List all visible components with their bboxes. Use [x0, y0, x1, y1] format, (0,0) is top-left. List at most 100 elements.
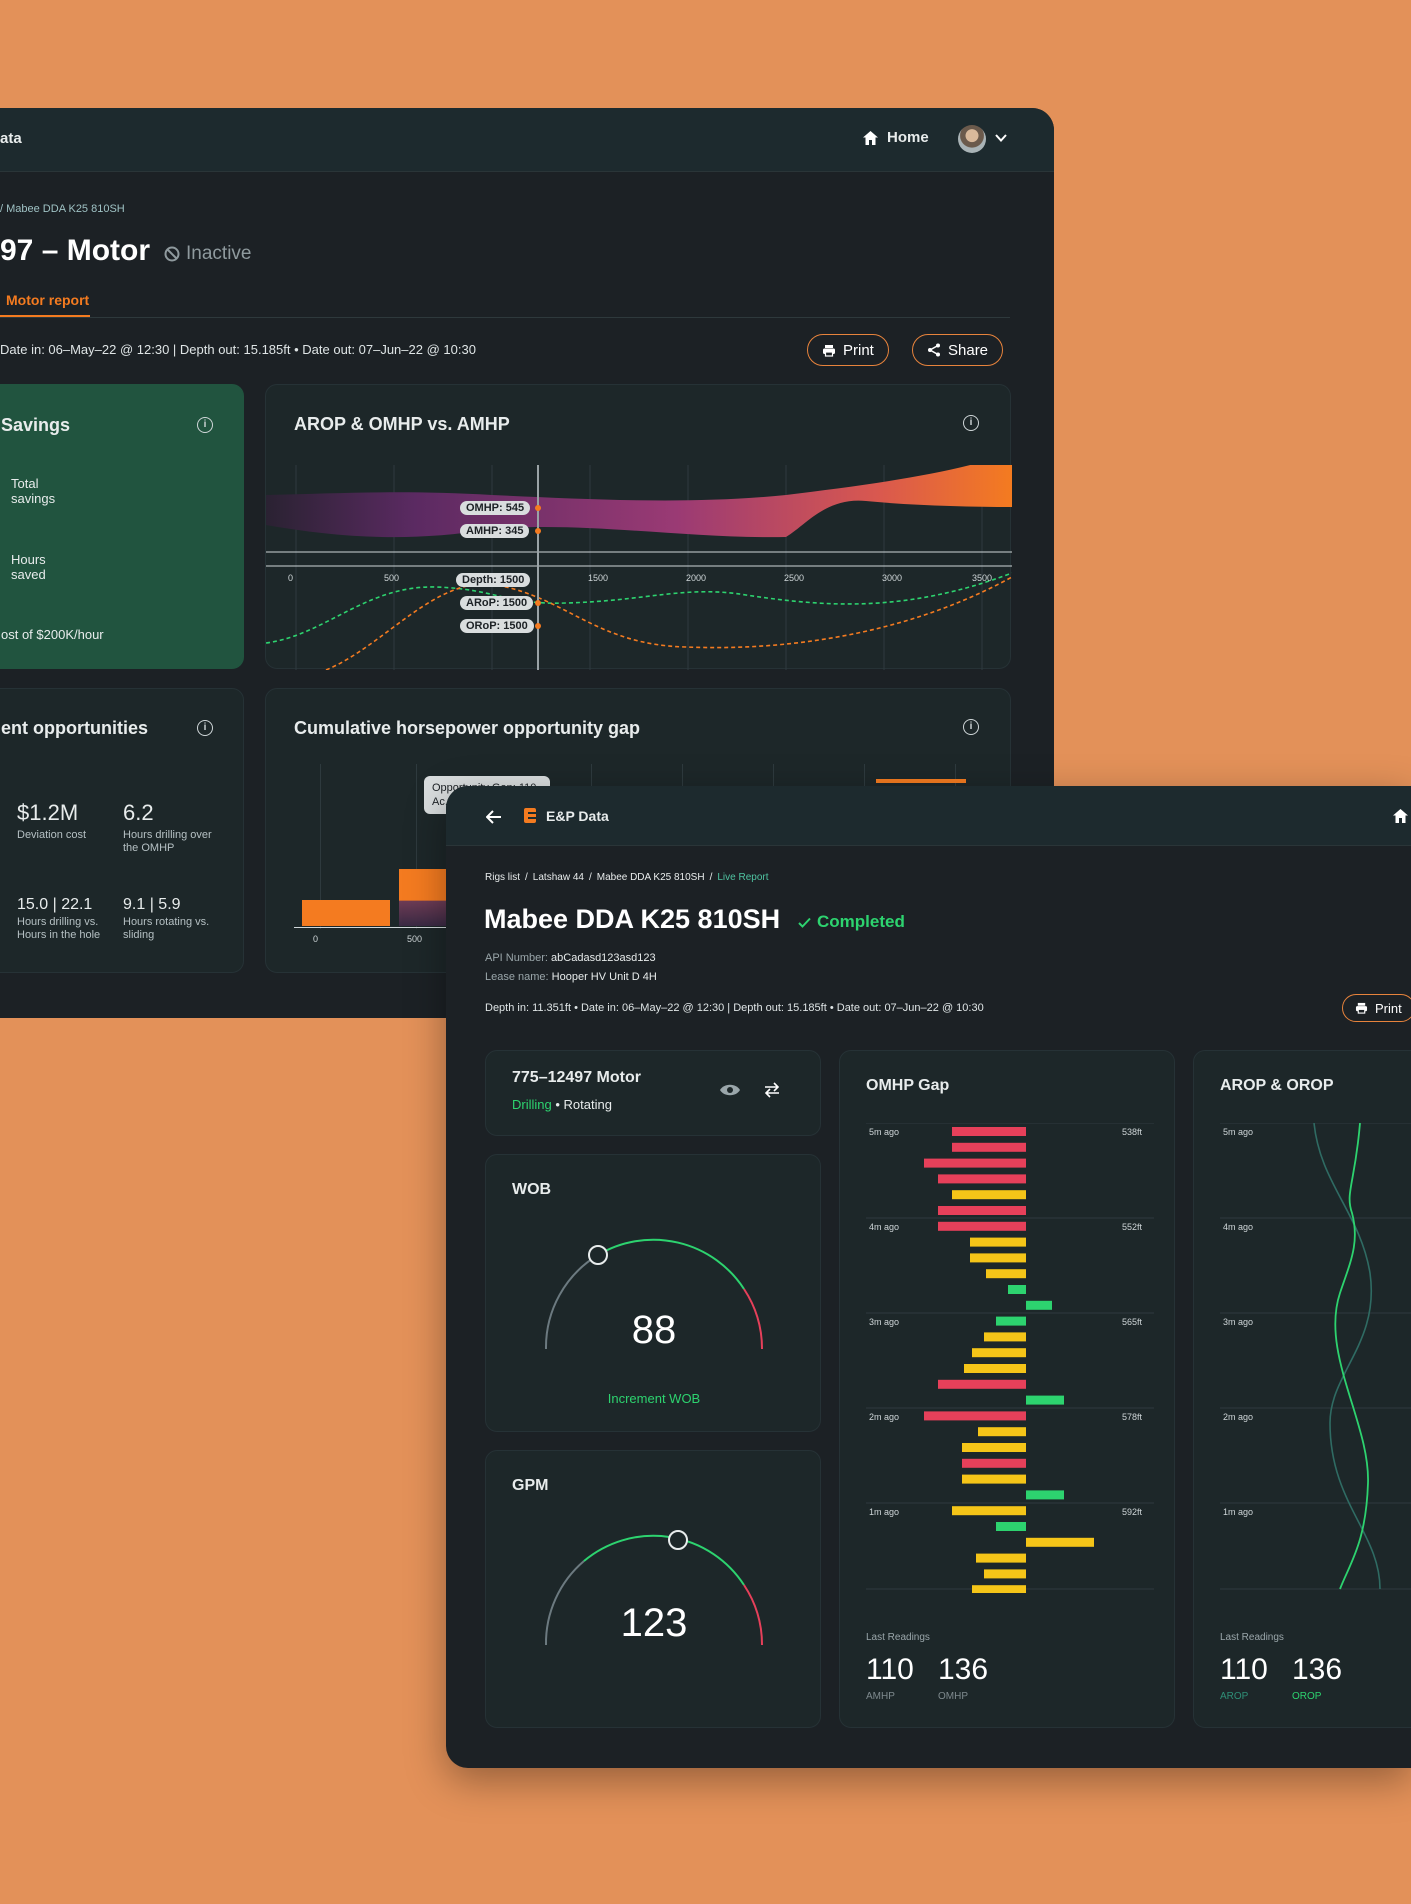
amhp-tag: AMHP: 345 — [460, 524, 530, 538]
tab-motor-report[interactable]: Motor report — [6, 292, 90, 308]
savings-title: Savings — [1, 415, 71, 435]
breadcrumb-item[interactable]: Mabee DDA K25 810SH — [596, 872, 705, 883]
arop-orop-title: AROP & OROP — [1220, 1077, 1334, 1094]
omhp-gap-bar[interactable] — [938, 1174, 1026, 1184]
omhp-gap-bar[interactable] — [1026, 1537, 1094, 1547]
reading-label: OMHP — [938, 1691, 968, 1702]
report-meta: Date in: 06–May–22 @ 12:30 | Depth out: … — [0, 342, 476, 357]
info-icon[interactable]: i — [963, 719, 979, 735]
info-icon[interactable]: i — [197, 720, 213, 736]
wob-card: WOB 88 Increment WOB — [485, 1154, 821, 1432]
wob-gauge-knob[interactable] — [588, 1245, 608, 1265]
print-button[interactable]: Print — [1342, 994, 1411, 1022]
last-readings-label: Last Readings — [1220, 1632, 1284, 1643]
arop-omhp-chart-card: AROP & OMHP vs. AMHP i — [265, 384, 1012, 670]
depth-label: 565ft — [1122, 1317, 1143, 1327]
eye-icon[interactable] — [719, 1083, 741, 1097]
breadcrumb: / Mabee DDA K25 810SH — [0, 203, 125, 215]
status-label: Completed — [817, 912, 905, 931]
share-button[interactable]: Share — [912, 334, 1004, 366]
info-icon[interactable]: i — [197, 417, 213, 433]
reading-value: 136 — [1292, 1653, 1343, 1686]
home-link[interactable]: Home — [862, 129, 929, 146]
back-arrow-icon[interactable] — [486, 810, 502, 824]
motor-card: 775–12497 Motor Drilling • Rotating — [485, 1050, 821, 1136]
reading-value: 110 — [866, 1653, 914, 1686]
cumulative-bar[interactable] — [876, 779, 966, 783]
cumulative-bar[interactable] — [302, 900, 390, 926]
swap-icon[interactable] — [763, 1081, 781, 1099]
time-label: 2m ago — [1223, 1412, 1254, 1422]
omhp-gap-bar[interactable] — [962, 1458, 1026, 1468]
api-number: API Number: abCadasd123asd123 — [485, 952, 656, 964]
omhp-gap-bar[interactable] — [924, 1411, 1026, 1421]
omhp-gap-bar[interactable] — [984, 1569, 1026, 1579]
omhp-gap-bar[interactable] — [938, 1206, 1026, 1215]
front-window: E&P Data Rigs list / Latshaw 44/ Mabee DD… — [446, 786, 1411, 1768]
cumulative-title: Cumulative horsepower opportunity gap — [294, 718, 641, 738]
motor-state: Drilling • Rotating — [512, 1097, 612, 1112]
x-tick: 1500 — [588, 573, 609, 583]
omhp-gap-bar[interactable] — [952, 1127, 1026, 1136]
omhp-gap-title: OMHP Gap — [866, 1077, 950, 1094]
omhp-gap-bar[interactable] — [984, 1332, 1026, 1342]
breadcrumb-item[interactable]: Rigs list — [485, 872, 521, 883]
page-title: Mabee DDA K25 810SH — [484, 904, 781, 934]
savings-footnote: ost of $200K/hour — [1, 627, 104, 642]
omhp-gap-bar[interactable] — [1026, 1300, 1052, 1310]
omhp-gap-bar[interactable] — [970, 1253, 1026, 1263]
reading-value: 136 — [938, 1653, 989, 1686]
omhp-gap-bar[interactable] — [962, 1474, 1026, 1484]
omhp-gap-bar[interactable] — [1026, 1490, 1064, 1500]
omhp-gap-bar[interactable] — [986, 1269, 1026, 1279]
omhp-gap-bar[interactable] — [952, 1506, 1026, 1516]
wob-title: WOB — [512, 1181, 552, 1198]
breadcrumb-item[interactable]: Latshaw 44 — [532, 872, 584, 883]
share-label: Share — [948, 341, 989, 359]
avatar[interactable] — [958, 125, 986, 153]
omhp-gap-bar[interactable] — [976, 1553, 1026, 1563]
omhp-gap-bar[interactable] — [972, 1348, 1026, 1358]
omhp-gap-bar[interactable] — [1026, 1395, 1064, 1405]
chevron-down-icon[interactable] — [995, 134, 1007, 143]
time-label: 4m ago — [869, 1222, 900, 1232]
wob-hint: Increment WOB — [607, 1391, 701, 1406]
gpm-gauge-knob[interactable] — [668, 1530, 688, 1550]
omhp-gap-bar[interactable] — [962, 1443, 1026, 1452]
arop-trace — [1313, 1123, 1381, 1590]
tab-underline — [0, 315, 90, 317]
omhp-gap-bar[interactable] — [938, 1379, 1026, 1389]
omhp-gap-bar[interactable] — [996, 1316, 1026, 1326]
cumulative-bar[interactable] — [399, 869, 449, 926]
arop-orop-card: AROP & OROP 5m ago 4m ago 3m ago 2m ago … — [1193, 1050, 1411, 1728]
x-tick: 500 — [384, 573, 400, 583]
home-icon[interactable] — [1392, 808, 1409, 824]
print-button[interactable]: Print — [807, 334, 889, 366]
omhp-gap-bar[interactable] — [938, 1221, 1026, 1231]
time-label: 2m ago — [869, 1412, 900, 1422]
savings-card: Savings i Total savings Hours saved ost … — [0, 384, 244, 669]
omhp-gap-bar[interactable] — [996, 1522, 1026, 1531]
depth-label: 552ft — [1122, 1222, 1143, 1232]
omhp-gap-bar[interactable] — [964, 1364, 1026, 1373]
report-meta: Depth in: 11.351ft • Date in: 06–May–22 … — [485, 1002, 984, 1014]
top-bar: E&P Data — [446, 786, 1411, 846]
depth-tag: Depth: 1500 — [456, 573, 531, 587]
lease-name: Lease name: Hooper HV Unit D 4H — [485, 971, 657, 983]
stat-label: Deviation cost — [17, 829, 87, 841]
omhp-gap-bar[interactable] — [952, 1142, 1026, 1152]
info-icon[interactable]: i — [963, 415, 979, 431]
omhp-gap-bar[interactable] — [952, 1190, 1026, 1200]
orop-trace — [1334, 1123, 1369, 1590]
status-badge: Completed — [798, 912, 905, 932]
omhp-gap-bar[interactable] — [1008, 1285, 1026, 1294]
time-label: 3m ago — [1223, 1317, 1254, 1327]
omhp-gap-bar[interactable] — [924, 1158, 1026, 1168]
print-label: Print — [843, 341, 874, 359]
arop-tag: ARoP: 1500 — [460, 596, 534, 610]
omhp-gap-bar[interactable] — [972, 1585, 1026, 1593]
omhp-gap-bar[interactable] — [970, 1237, 1026, 1247]
x-tick: 0 — [288, 573, 294, 583]
stat-label: Hours drilling over the OMHP — [123, 829, 212, 854]
omhp-gap-bar[interactable] — [978, 1427, 1026, 1437]
